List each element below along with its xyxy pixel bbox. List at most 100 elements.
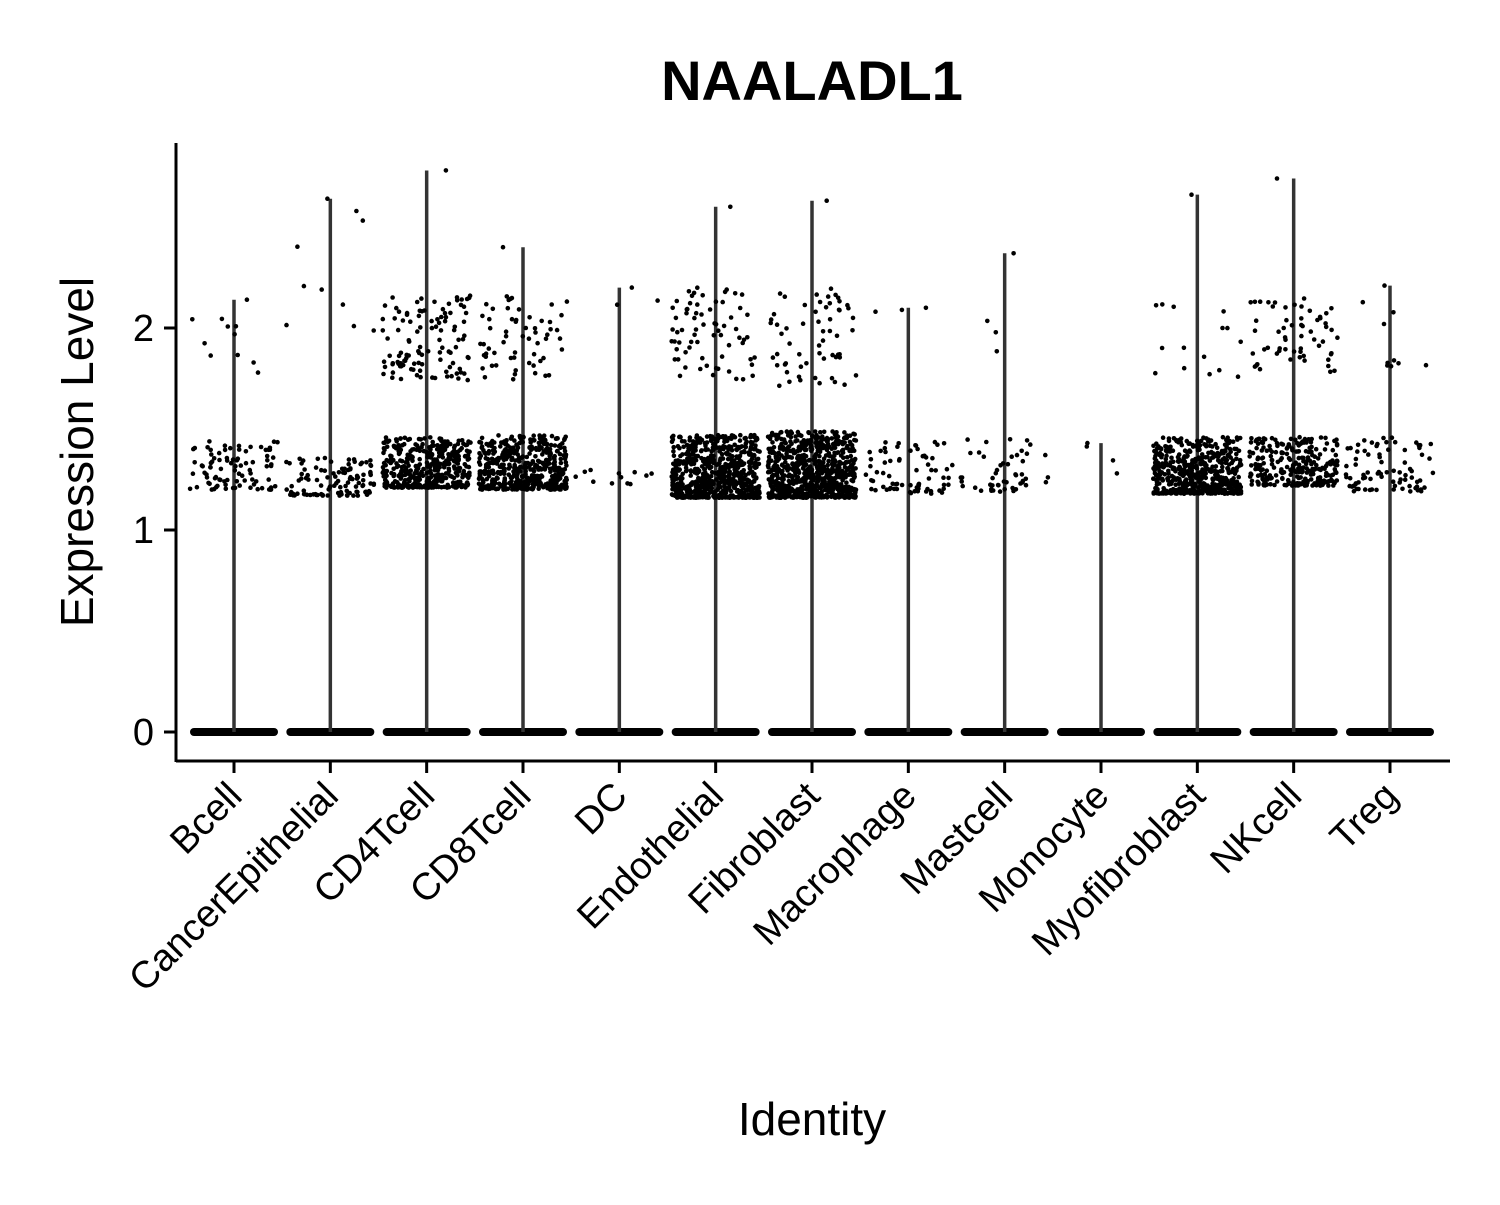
data-point [748, 357, 753, 362]
data-point [481, 448, 486, 453]
data-point [1284, 317, 1289, 323]
data-point [719, 354, 725, 359]
data-point [479, 444, 485, 449]
data-point [268, 485, 274, 491]
data-point [361, 472, 366, 478]
data-point [791, 450, 797, 456]
data-point [503, 447, 509, 452]
data-point [1407, 483, 1412, 489]
data-point [673, 472, 679, 478]
data-point [1023, 476, 1029, 482]
data-point [778, 430, 783, 435]
data-point [1328, 369, 1333, 375]
data-point [387, 353, 393, 359]
data-point [1173, 482, 1178, 488]
data-point [1194, 438, 1200, 444]
data-point [1298, 346, 1304, 351]
data-point [395, 359, 401, 365]
max-point [629, 285, 635, 290]
data-point [1301, 296, 1307, 301]
data-point [232, 332, 237, 337]
data-point [1367, 487, 1373, 493]
data-point [1322, 447, 1328, 452]
data-point [417, 477, 423, 482]
data-point [741, 476, 746, 482]
data-point [671, 444, 676, 450]
data-point [882, 445, 888, 451]
data-point [1226, 452, 1232, 457]
data-point [928, 488, 934, 494]
data-point [817, 351, 822, 356]
data-point [523, 325, 529, 331]
data-point [302, 467, 307, 472]
data-point [1233, 483, 1238, 488]
data-point [785, 445, 791, 450]
data-point [1153, 449, 1158, 454]
data-point [838, 493, 843, 499]
data-point [1369, 440, 1375, 445]
data-point [479, 435, 485, 441]
data-point [1329, 477, 1334, 483]
data-point [873, 487, 878, 493]
data-point [541, 355, 546, 361]
data-point [1256, 436, 1261, 442]
data-point [537, 443, 542, 449]
data-point [236, 471, 242, 477]
data-point [456, 453, 462, 459]
data-point [453, 344, 459, 350]
data-point [392, 444, 398, 449]
data-point [801, 442, 806, 447]
data-point [1177, 464, 1182, 470]
data-point [825, 494, 830, 500]
max-point [728, 204, 733, 210]
data-point [211, 456, 217, 461]
data-point [509, 434, 515, 440]
data-point [422, 436, 427, 441]
data-point [1173, 469, 1178, 474]
data-point [345, 480, 351, 485]
data-point [721, 443, 726, 449]
data-point [463, 310, 469, 316]
data-point [562, 445, 567, 451]
data-point [251, 482, 257, 487]
data-point [782, 294, 788, 300]
data-point [501, 339, 506, 345]
data-point [232, 468, 238, 473]
data-point [773, 459, 778, 465]
data-point [803, 494, 809, 499]
data-point [670, 470, 675, 475]
data-point [465, 457, 471, 462]
data-point [1194, 444, 1199, 449]
data-point [1024, 451, 1030, 457]
data-point [528, 437, 533, 442]
data-point [284, 322, 289, 328]
data-point [1391, 358, 1397, 363]
data-point [335, 478, 341, 484]
data-point [774, 473, 780, 478]
data-point [1010, 485, 1015, 491]
data-point [1257, 366, 1263, 372]
data-point [1184, 438, 1190, 444]
data-point [460, 337, 466, 342]
data-point [712, 321, 717, 326]
data-point [532, 438, 537, 443]
data-point [408, 366, 414, 372]
data-point [223, 486, 229, 492]
data-point [757, 495, 762, 500]
data-point [778, 446, 784, 451]
data-point [1213, 464, 1219, 469]
data-point [692, 315, 697, 321]
data-point [1317, 481, 1322, 486]
data-point [726, 481, 732, 487]
data-point [208, 447, 213, 453]
data-point [398, 436, 403, 441]
data-point [816, 458, 821, 464]
data-point [412, 471, 417, 476]
data-point [1181, 365, 1187, 371]
data-point [803, 468, 809, 474]
data-point [731, 472, 736, 477]
data-point [670, 483, 675, 488]
data-point [693, 310, 699, 316]
data-point [827, 317, 833, 322]
